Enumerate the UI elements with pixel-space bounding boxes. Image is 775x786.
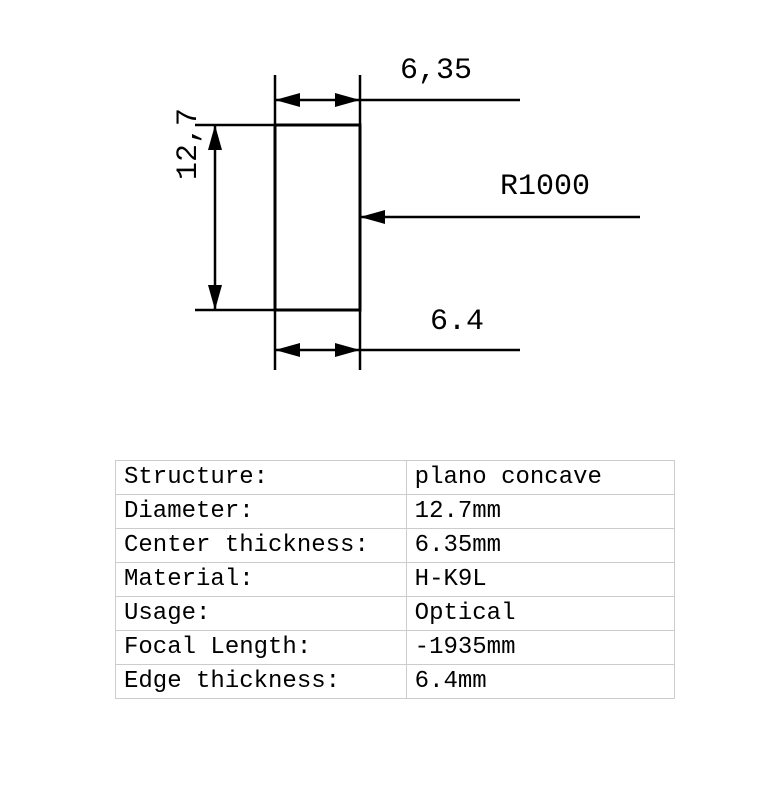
- table-row: Center thickness: 6.35mm: [116, 529, 675, 563]
- prop-value: 6.35mm: [406, 529, 674, 563]
- table-row: Structure: plano concave: [116, 461, 675, 495]
- arrow-top-right: [335, 93, 360, 107]
- prop-value: Optical: [406, 597, 674, 631]
- dim-label-edge-thickness: 6.4: [430, 305, 484, 339]
- arrow-bot-right: [335, 343, 360, 357]
- arrow-left-top: [208, 125, 222, 150]
- arrow-top-left: [275, 93, 300, 107]
- prop-value: H-K9L: [406, 563, 674, 597]
- dim-label-center-thickness: 6,35: [400, 54, 472, 88]
- properties-table-body: Structure: plano concave Diameter: 12.7m…: [116, 461, 675, 699]
- properties-table: Structure: plano concave Diameter: 12.7m…: [115, 460, 675, 699]
- prop-label: Usage:: [116, 597, 407, 631]
- prop-label: Material:: [116, 563, 407, 597]
- arrow-bot-left: [275, 343, 300, 357]
- technical-drawing: 6,35 12,7 R1000 6.4: [100, 50, 700, 430]
- table-row: Focal Length: -1935mm: [116, 631, 675, 665]
- prop-value: -1935mm: [406, 631, 674, 665]
- prop-value: 6.4mm: [406, 665, 674, 699]
- arrow-radius: [360, 210, 385, 224]
- prop-label: Structure:: [116, 461, 407, 495]
- prop-label: Center thickness:: [116, 529, 407, 563]
- arrow-left-bottom: [208, 285, 222, 310]
- table-row: Diameter: 12.7mm: [116, 495, 675, 529]
- dim-label-radius: R1000: [500, 170, 590, 204]
- prop-label: Edge thickness:: [116, 665, 407, 699]
- dim-label-diameter: 12,7: [172, 108, 206, 180]
- table-row: Material: H-K9L: [116, 563, 675, 597]
- properties-table-area: Structure: plano concave Diameter: 12.7m…: [115, 460, 675, 699]
- lens-body: [275, 125, 360, 310]
- table-row: Edge thickness: 6.4mm: [116, 665, 675, 699]
- prop-label: Diameter:: [116, 495, 407, 529]
- table-row: Usage: Optical: [116, 597, 675, 631]
- prop-label: Focal Length:: [116, 631, 407, 665]
- prop-value: plano concave: [406, 461, 674, 495]
- prop-value: 12.7mm: [406, 495, 674, 529]
